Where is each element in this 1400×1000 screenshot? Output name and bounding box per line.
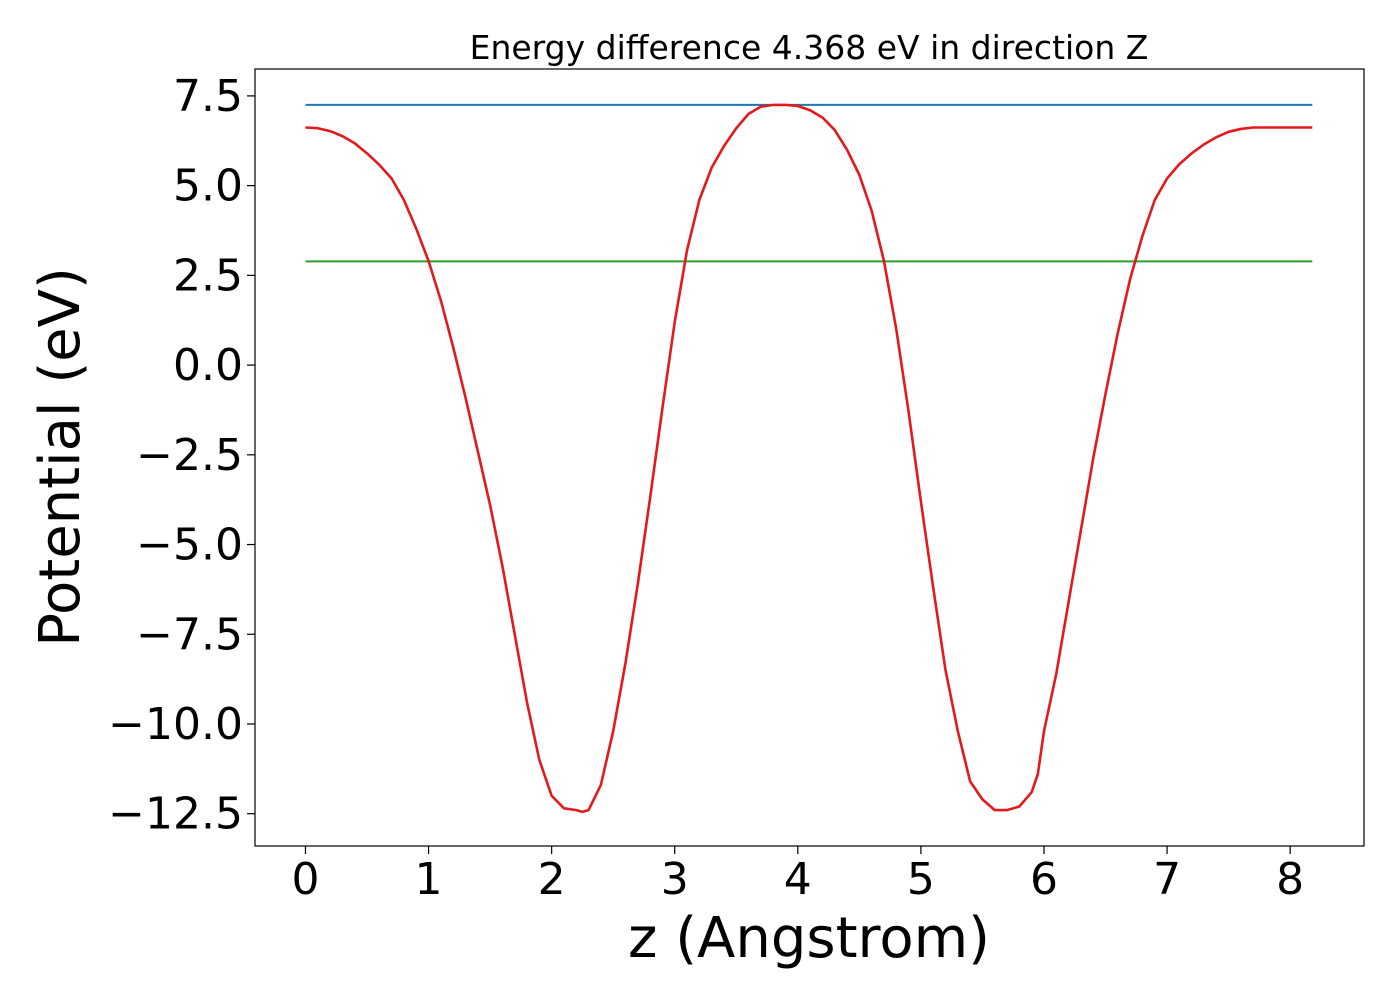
y-tick-label: 0.0 [173,340,243,391]
x-tick-label: 5 [907,854,935,905]
y-tick-label: 2.5 [173,250,243,301]
x-tick-label: 7 [1153,854,1181,905]
x-tick-label: 4 [784,854,812,905]
x-axis-label: z (Angstrom) [628,906,990,971]
x-tick-label: 1 [415,854,443,905]
y-tick-label: −10.0 [108,699,243,750]
x-tick-label: 2 [538,854,566,905]
y-tick-label: 7.5 [173,71,243,122]
x-tick-label: 3 [661,854,689,905]
y-tick-label: 5.0 [173,161,243,212]
y-tick-label: −12.5 [108,789,243,840]
y-tick-label: −5.0 [136,520,243,571]
chart-title: Energy difference 4.368 eV in direction … [470,28,1149,67]
plot-frame [254,68,1365,847]
potential-curve-line [305,103,1313,814]
y-tick-label: −7.5 [136,609,243,660]
x-tick-label: 8 [1276,854,1304,905]
y-tick-label: −2.5 [136,430,243,481]
y-axis: 7.5 5.0 2.5 0.0 −2.5 −5.0 −7.5 −10.0 −12.5 [108,71,255,840]
x-axis: 0 1 2 3 4 5 6 7 8 [291,846,1304,905]
x-tick-label: 6 [1030,854,1058,905]
y-axis-label: Potential (eV) [28,267,93,647]
x-tick-label: 0 [291,854,319,905]
series-layer [305,103,1313,814]
